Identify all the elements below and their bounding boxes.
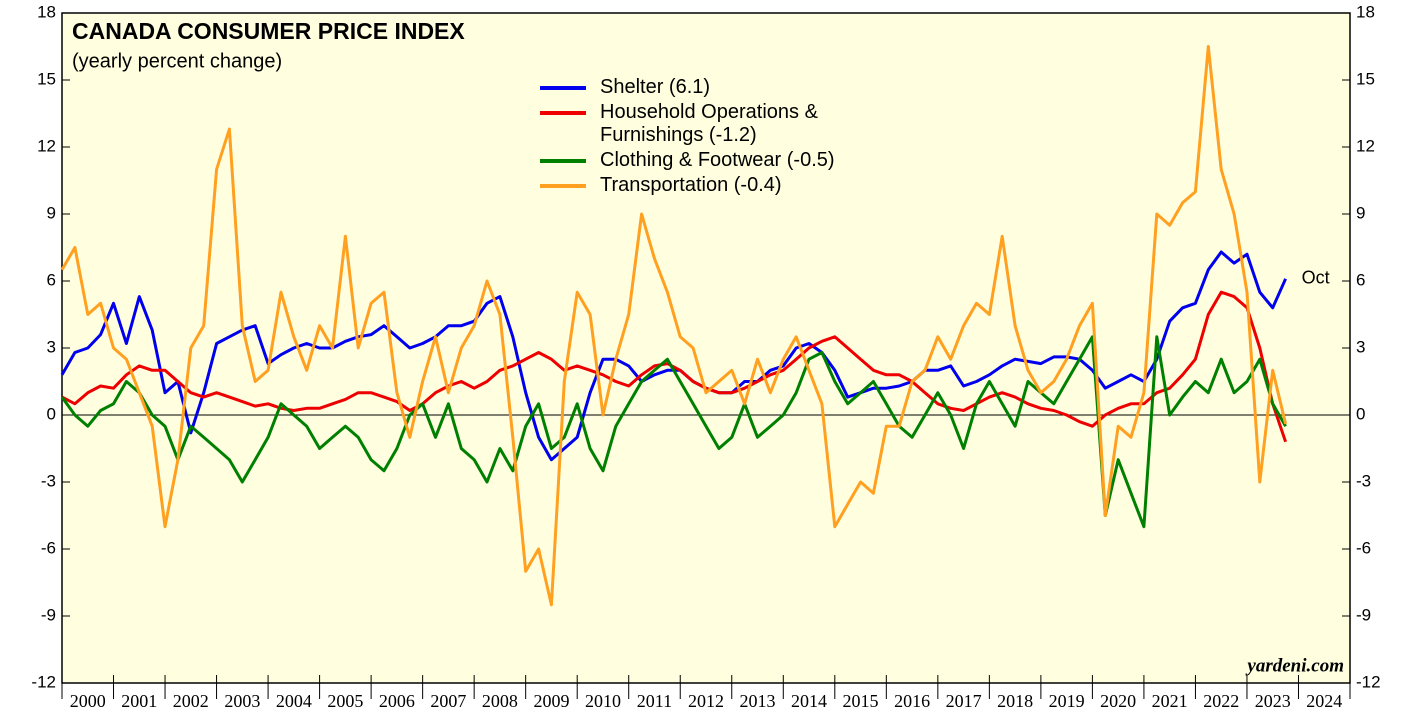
x-tick-label: 2001 [121, 691, 157, 711]
y-tick-label: 0 [47, 404, 56, 423]
legend-entry: Clothing & Footwear (-0.5) [540, 149, 880, 172]
y2-tick-label: 6 [1356, 270, 1365, 289]
x-tick-label: 2011 [637, 691, 672, 711]
x-tick-label: 2004 [276, 691, 312, 711]
x-tick-label: 2013 [740, 691, 776, 711]
legend-label: Clothing & Footwear (-0.5) [600, 149, 835, 171]
x-tick-label: 2007 [430, 691, 466, 711]
x-tick-label: 2016 [894, 691, 930, 711]
series-line [61, 290, 1288, 443]
chart-subtitle: (yearly percent change) [72, 50, 282, 72]
x-tick-label: 2024 [1306, 691, 1342, 711]
chart-title: CANADA CONSUMER PRICE INDEX [72, 18, 465, 44]
y-tick-label: 6 [47, 270, 56, 289]
x-tick-label: 2009 [533, 691, 569, 711]
series-line [60, 45, 1288, 607]
y-tick-label: 9 [47, 203, 56, 222]
x-tick-label: 2012 [688, 691, 724, 711]
x-tick-label: 2002 [173, 691, 209, 711]
legend-swatch [540, 184, 586, 188]
legend-swatch [540, 86, 586, 90]
y-tick-label: 18 [37, 2, 56, 21]
legend-label: Shelter (6.1) [600, 76, 711, 98]
y-tick-label: -6 [41, 538, 56, 557]
y2-tick-label: -6 [1356, 538, 1371, 557]
x-tick-label: 2019 [1049, 691, 1085, 711]
source-label: yardeni.com [1245, 655, 1344, 676]
y2-tick-label: 18 [1356, 2, 1375, 21]
x-tick-label: 2008 [482, 691, 518, 711]
x-tick-label: 2010 [585, 691, 621, 711]
x-tick-label: 2003 [224, 691, 260, 711]
legend-entry: Transportation (-0.4) [540, 174, 880, 197]
x-tick-label: 2005 [327, 691, 363, 711]
x-tick-label: 2018 [997, 691, 1033, 711]
y-tick-label: -9 [41, 605, 56, 624]
legend-label: Transportation (-0.4) [600, 174, 782, 196]
y2-tick-label: 3 [1356, 337, 1365, 356]
x-tick-label: 2022 [1203, 691, 1239, 711]
y2-tick-label: -9 [1356, 605, 1371, 624]
y2-tick-label: -12 [1356, 672, 1381, 691]
x-tick-label: 2015 [843, 691, 879, 711]
x-tick-label: 2021 [1152, 691, 1188, 711]
y2-tick-label: 12 [1356, 136, 1375, 155]
y2-tick-label: 0 [1356, 404, 1365, 423]
y-tick-label: -3 [41, 471, 56, 490]
legend-swatch [540, 111, 586, 115]
legend: Shelter (6.1) Household Operations & Furn… [540, 76, 880, 199]
plot-area [61, 12, 1351, 684]
legend-label: Household Operations & Furnishings (-1.2… [600, 101, 818, 146]
x-tick-label: 2020 [1100, 691, 1136, 711]
y2-tick-label: 15 [1356, 69, 1375, 88]
legend-entry: Household Operations & Furnishings (-1.2… [540, 101, 880, 147]
y-tick-label: 12 [37, 136, 56, 155]
series-line [60, 335, 1287, 529]
y2-tick-label: 9 [1356, 203, 1365, 222]
legend-entry: Shelter (6.1) [540, 76, 880, 99]
y2-tick-label: -3 [1356, 471, 1371, 490]
x-tick-label: 2000 [70, 691, 106, 711]
x-tick-label: 2023 [1255, 691, 1291, 711]
legend-swatch [540, 159, 586, 163]
y-tick-label: 3 [47, 337, 56, 356]
x-tick-label: 2017 [946, 691, 982, 711]
x-tick-label: 2014 [791, 691, 827, 711]
last-month-label: Oct [1302, 268, 1330, 288]
y-tick-label: -12 [31, 672, 56, 691]
x-tick-label: 2006 [379, 691, 415, 711]
y-tick-label: 15 [37, 69, 56, 88]
